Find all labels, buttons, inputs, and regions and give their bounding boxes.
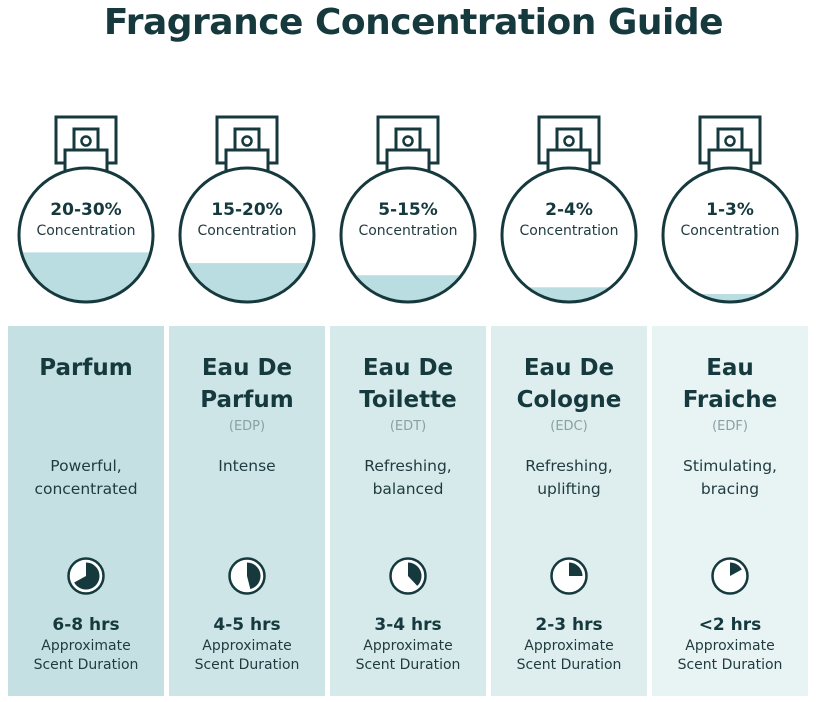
type-description: Refreshing, balanced [330,455,486,501]
column-card [330,326,486,696]
type-name-line: Parfum [200,387,294,413]
duration-label: Approximate Scent Duration [8,637,164,675]
duration-label: Approximate Scent Duration [491,637,647,675]
duration-label-line: Approximate [202,638,292,654]
description-line: Intense [218,457,276,475]
column-eau-de-toilette: 5-15% Concentration Eau De Toilette (EDT… [330,0,486,702]
duration-label: Approximate Scent Duration [169,637,325,675]
description-line: Refreshing, [364,457,452,475]
type-abbreviation: (EDF) [712,419,748,434]
duration-value: 3-4 hrs [374,615,442,635]
clock-icon [549,556,589,596]
concentration-value: 2-4% [545,200,593,220]
bottle-icon [169,115,325,310]
duration-label-line: Scent Duration [194,657,300,673]
description-line: Stimulating, [683,457,777,475]
column-eau-fraiche: 1-3% Concentration Eau Fraiche (EDF) Sti… [652,0,808,702]
type-description: Stimulating, bracing [652,455,808,501]
clock-icon [710,556,750,596]
type-abbreviation: (EDP) [228,419,266,434]
type-name-line: Eau De [362,355,454,381]
type-name: Eau De Cologne [491,352,647,416]
duration-label-line: Approximate [363,638,453,654]
type-name-line: Eau [706,355,754,381]
bottle-icon [652,115,808,310]
type-description: Refreshing, uplifting [491,455,647,501]
duration-label-line: Scent Duration [33,657,139,673]
concentration-columns: 20-30% Concentration Parfum Powerful, co… [8,0,808,702]
type-description: Intense [169,455,325,478]
description-line: balanced [372,480,444,498]
duration-value: 2-3 hrs [535,615,603,635]
page-title: Fragrance Concentration Guide [103,2,724,43]
bottle-icon [8,115,164,310]
bottle-icon [330,115,486,310]
type-name-line: Eau De [523,355,615,381]
concentration-value: 5-15% [378,200,438,220]
concentration-label: Concentration [358,223,458,239]
type-name: Parfum [8,352,164,384]
type-abbreviation: (EDT) [389,419,427,434]
duration-label-line: Scent Duration [355,657,461,673]
type-abbreviation: (EDC) [550,419,588,434]
clock-icon [227,556,267,596]
duration-label-line: Approximate [524,638,614,654]
column-card [169,326,325,696]
duration-label-line: Approximate [41,638,131,654]
clock-icon [66,556,106,596]
column-parfum: 20-30% Concentration Parfum Powerful, co… [8,0,164,702]
type-name: Eau De Parfum [169,352,325,416]
description-line: Powerful, [50,457,122,475]
type-name: Eau De Toilette [330,352,486,416]
description-line: bracing [700,480,760,498]
type-name-line: Cologne [516,387,622,413]
concentration-value: 15-20% [211,200,283,220]
type-name: Eau Fraiche [652,352,808,416]
duration-value: 6-8 hrs [52,615,120,635]
duration-value: <2 hrs [698,615,762,635]
column-card [652,326,808,696]
column-eau-de-cologne: 2-4% Concentration Eau De Cologne (EDC) … [491,0,647,702]
column-eau-de-parfum: 15-20% Concentration Eau De Parfum (EDP)… [169,0,325,702]
type-name-line: Eau De [201,355,293,381]
duration-label-line: Approximate [685,638,775,654]
concentration-value: 1-3% [706,200,754,220]
concentration-value: 20-30% [50,200,122,220]
type-description: Powerful, concentrated [8,455,164,501]
duration-label: Approximate Scent Duration [330,637,486,675]
concentration-label: Concentration [36,223,136,239]
duration-label: Approximate Scent Duration [652,637,808,675]
column-card [491,326,647,696]
concentration-label: Concentration [680,223,780,239]
type-name-line: Toilette [359,387,457,413]
clock-icon [388,556,428,596]
description-line: concentrated [34,480,138,498]
concentration-label: Concentration [519,223,619,239]
duration-label-line: Scent Duration [516,657,622,673]
description-line: uplifting [537,480,601,498]
type-name-line: Fraiche [682,387,778,413]
duration-label-line: Scent Duration [677,657,783,673]
bottle-icon [491,115,647,310]
duration-value: 4-5 hrs [213,615,281,635]
column-card [8,326,164,696]
description-line: Refreshing, [525,457,613,475]
type-name-line: Parfum [39,355,133,381]
concentration-label: Concentration [197,223,297,239]
